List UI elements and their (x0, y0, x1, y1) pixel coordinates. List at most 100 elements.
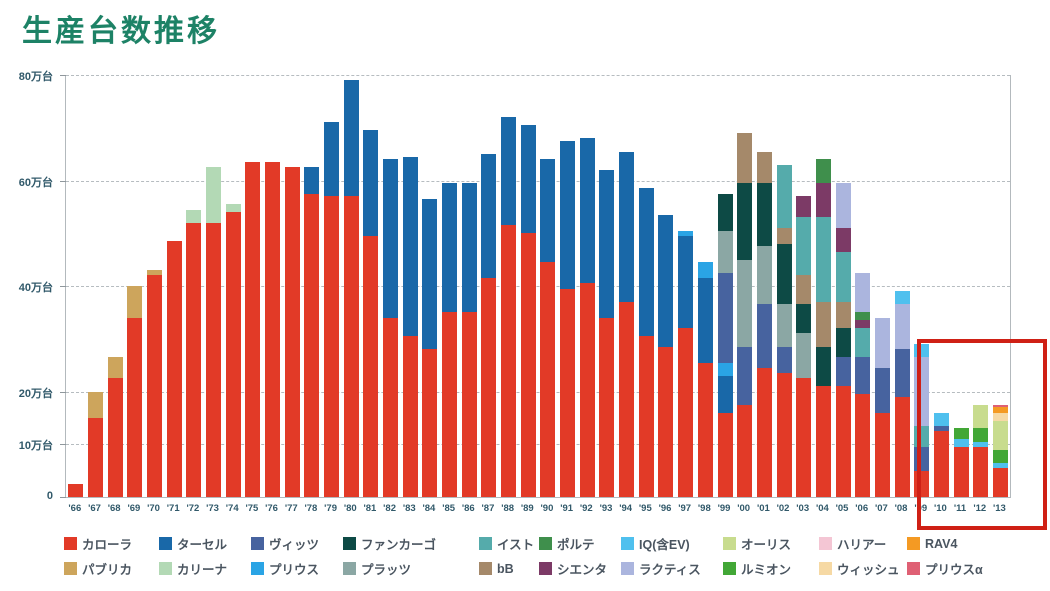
x-axis-label: '08 (894, 503, 908, 514)
segment-カローラ (520, 233, 536, 497)
legend-item: ヴィッツ (251, 534, 343, 553)
bar-column-99 (715, 75, 735, 497)
x-axis-label: '85 (442, 503, 456, 514)
segment-イスト (776, 164, 792, 229)
x-axis-label: '75 (245, 503, 259, 514)
stacked-bar (363, 130, 379, 497)
segment-ターセル (717, 375, 733, 413)
segment-カローラ (402, 336, 418, 497)
segment-ターセル (678, 235, 694, 329)
segment-ラクティス (855, 272, 871, 313)
x-axis-label: '01 (756, 503, 770, 514)
bar-column-11 (951, 75, 971, 497)
legend-swatch-icon (343, 537, 356, 550)
bar-column-12 (971, 75, 991, 497)
x-axis-label: '02 (776, 503, 790, 514)
segment-ターセル (579, 138, 595, 284)
segment-カローラ (422, 349, 438, 497)
segment-ルミオン (973, 428, 989, 442)
bar-column-97 (676, 75, 696, 497)
stacked-bar (343, 80, 359, 497)
y-axis-label: 80万台 (18, 71, 53, 83)
x-axis-label: '86 (461, 503, 475, 514)
segment-プリウス (678, 230, 694, 236)
legend-item: ファンカーゴ (343, 534, 479, 553)
bar-column-83 (400, 75, 420, 497)
segment-カローラ (324, 196, 340, 497)
segment-カローラ (442, 312, 458, 497)
legend-swatch-icon (539, 562, 552, 575)
stacked-bar (520, 125, 536, 497)
segment-カローラ (874, 412, 890, 497)
stacked-bar (717, 193, 733, 497)
segment-カローラ (560, 288, 576, 497)
legend-label: ターセル (177, 538, 228, 552)
legend-item: ターセル (159, 534, 251, 553)
segment-カローラ (481, 278, 497, 497)
legend-swatch-icon (621, 537, 634, 550)
legend-item: カリーナ (159, 559, 251, 578)
legend-item: bB (479, 559, 539, 578)
stacked-bar (697, 262, 713, 497)
x-axis-label: '91 (560, 503, 574, 514)
segment-ターセル (638, 188, 654, 337)
segment-カローラ (697, 362, 713, 497)
segment-ルミオン (992, 449, 1008, 463)
bar-column-69 (125, 75, 145, 497)
chart-title: 生産台数推移 (22, 15, 220, 48)
segment-オーリス (973, 404, 989, 429)
x-axis-label: '89 (520, 503, 534, 514)
legend-label: ウィッシュ (837, 563, 900, 577)
segment-カローラ (717, 412, 733, 497)
segment-カローラ (206, 222, 222, 497)
bar-column-06 (853, 75, 873, 497)
segment-カローラ (973, 446, 989, 497)
legend-item: ルミオン (723, 559, 819, 578)
y-axis-label: 0 (46, 490, 53, 502)
y-axis-label: 60万台 (18, 176, 53, 189)
x-axis-label: '71 (166, 503, 180, 514)
segment-ターセル (363, 130, 379, 236)
y-tick-40 (60, 286, 66, 287)
bar-column-00 (735, 75, 755, 497)
legend-label: イスト (497, 538, 535, 552)
segment-カローラ (284, 167, 300, 497)
segment-カローラ (68, 483, 84, 497)
segment-プラッツ (796, 333, 812, 379)
stacked-bar (953, 428, 969, 497)
x-axis-label: '69 (127, 503, 141, 514)
gridline-10 (66, 444, 1010, 446)
x-axis-label: '73 (206, 503, 219, 514)
stacked-bar (166, 241, 182, 497)
legend-item: オーリス (723, 534, 819, 553)
segment-ヴィッツ (894, 349, 910, 397)
stacked-bar (992, 404, 1008, 497)
segment-ヴィッツ (756, 304, 772, 368)
legend-label: カローラ (82, 538, 133, 552)
stacked-bar (894, 291, 910, 497)
y-tick-0 (60, 497, 66, 498)
segment-ターセル (442, 183, 458, 313)
segment-ヴィッツ (933, 425, 949, 432)
segment-ターセル (343, 80, 359, 197)
x-axis-label: '99 (717, 503, 731, 514)
legend-label: IQ(含EV) (639, 538, 690, 552)
bar-column-91 (558, 75, 578, 497)
segment-プラッツ (737, 259, 753, 347)
x-axis-label: '66 (68, 503, 82, 514)
bar-column-68 (105, 75, 125, 497)
stacked-bar (756, 151, 772, 497)
segment-ファンカーゴ (737, 183, 753, 260)
x-axis-label: '04 (815, 503, 829, 514)
legend-label: プラッツ (361, 563, 412, 577)
stacked-bar (855, 272, 871, 497)
segment-ターセル (520, 125, 536, 234)
bar-column-92 (577, 75, 597, 497)
x-axis-labels: '66 '67 '68 '69 '70 '71 '72 '73 '74 '75 '76 '77 '78 '… (65, 503, 1009, 514)
legend-item: ポルテ (539, 534, 621, 553)
legend-item: プラッツ (343, 559, 479, 578)
segment-bB (815, 301, 831, 347)
segment-IQ(含EV) (933, 412, 949, 426)
legend-label: オーリス (741, 538, 792, 552)
